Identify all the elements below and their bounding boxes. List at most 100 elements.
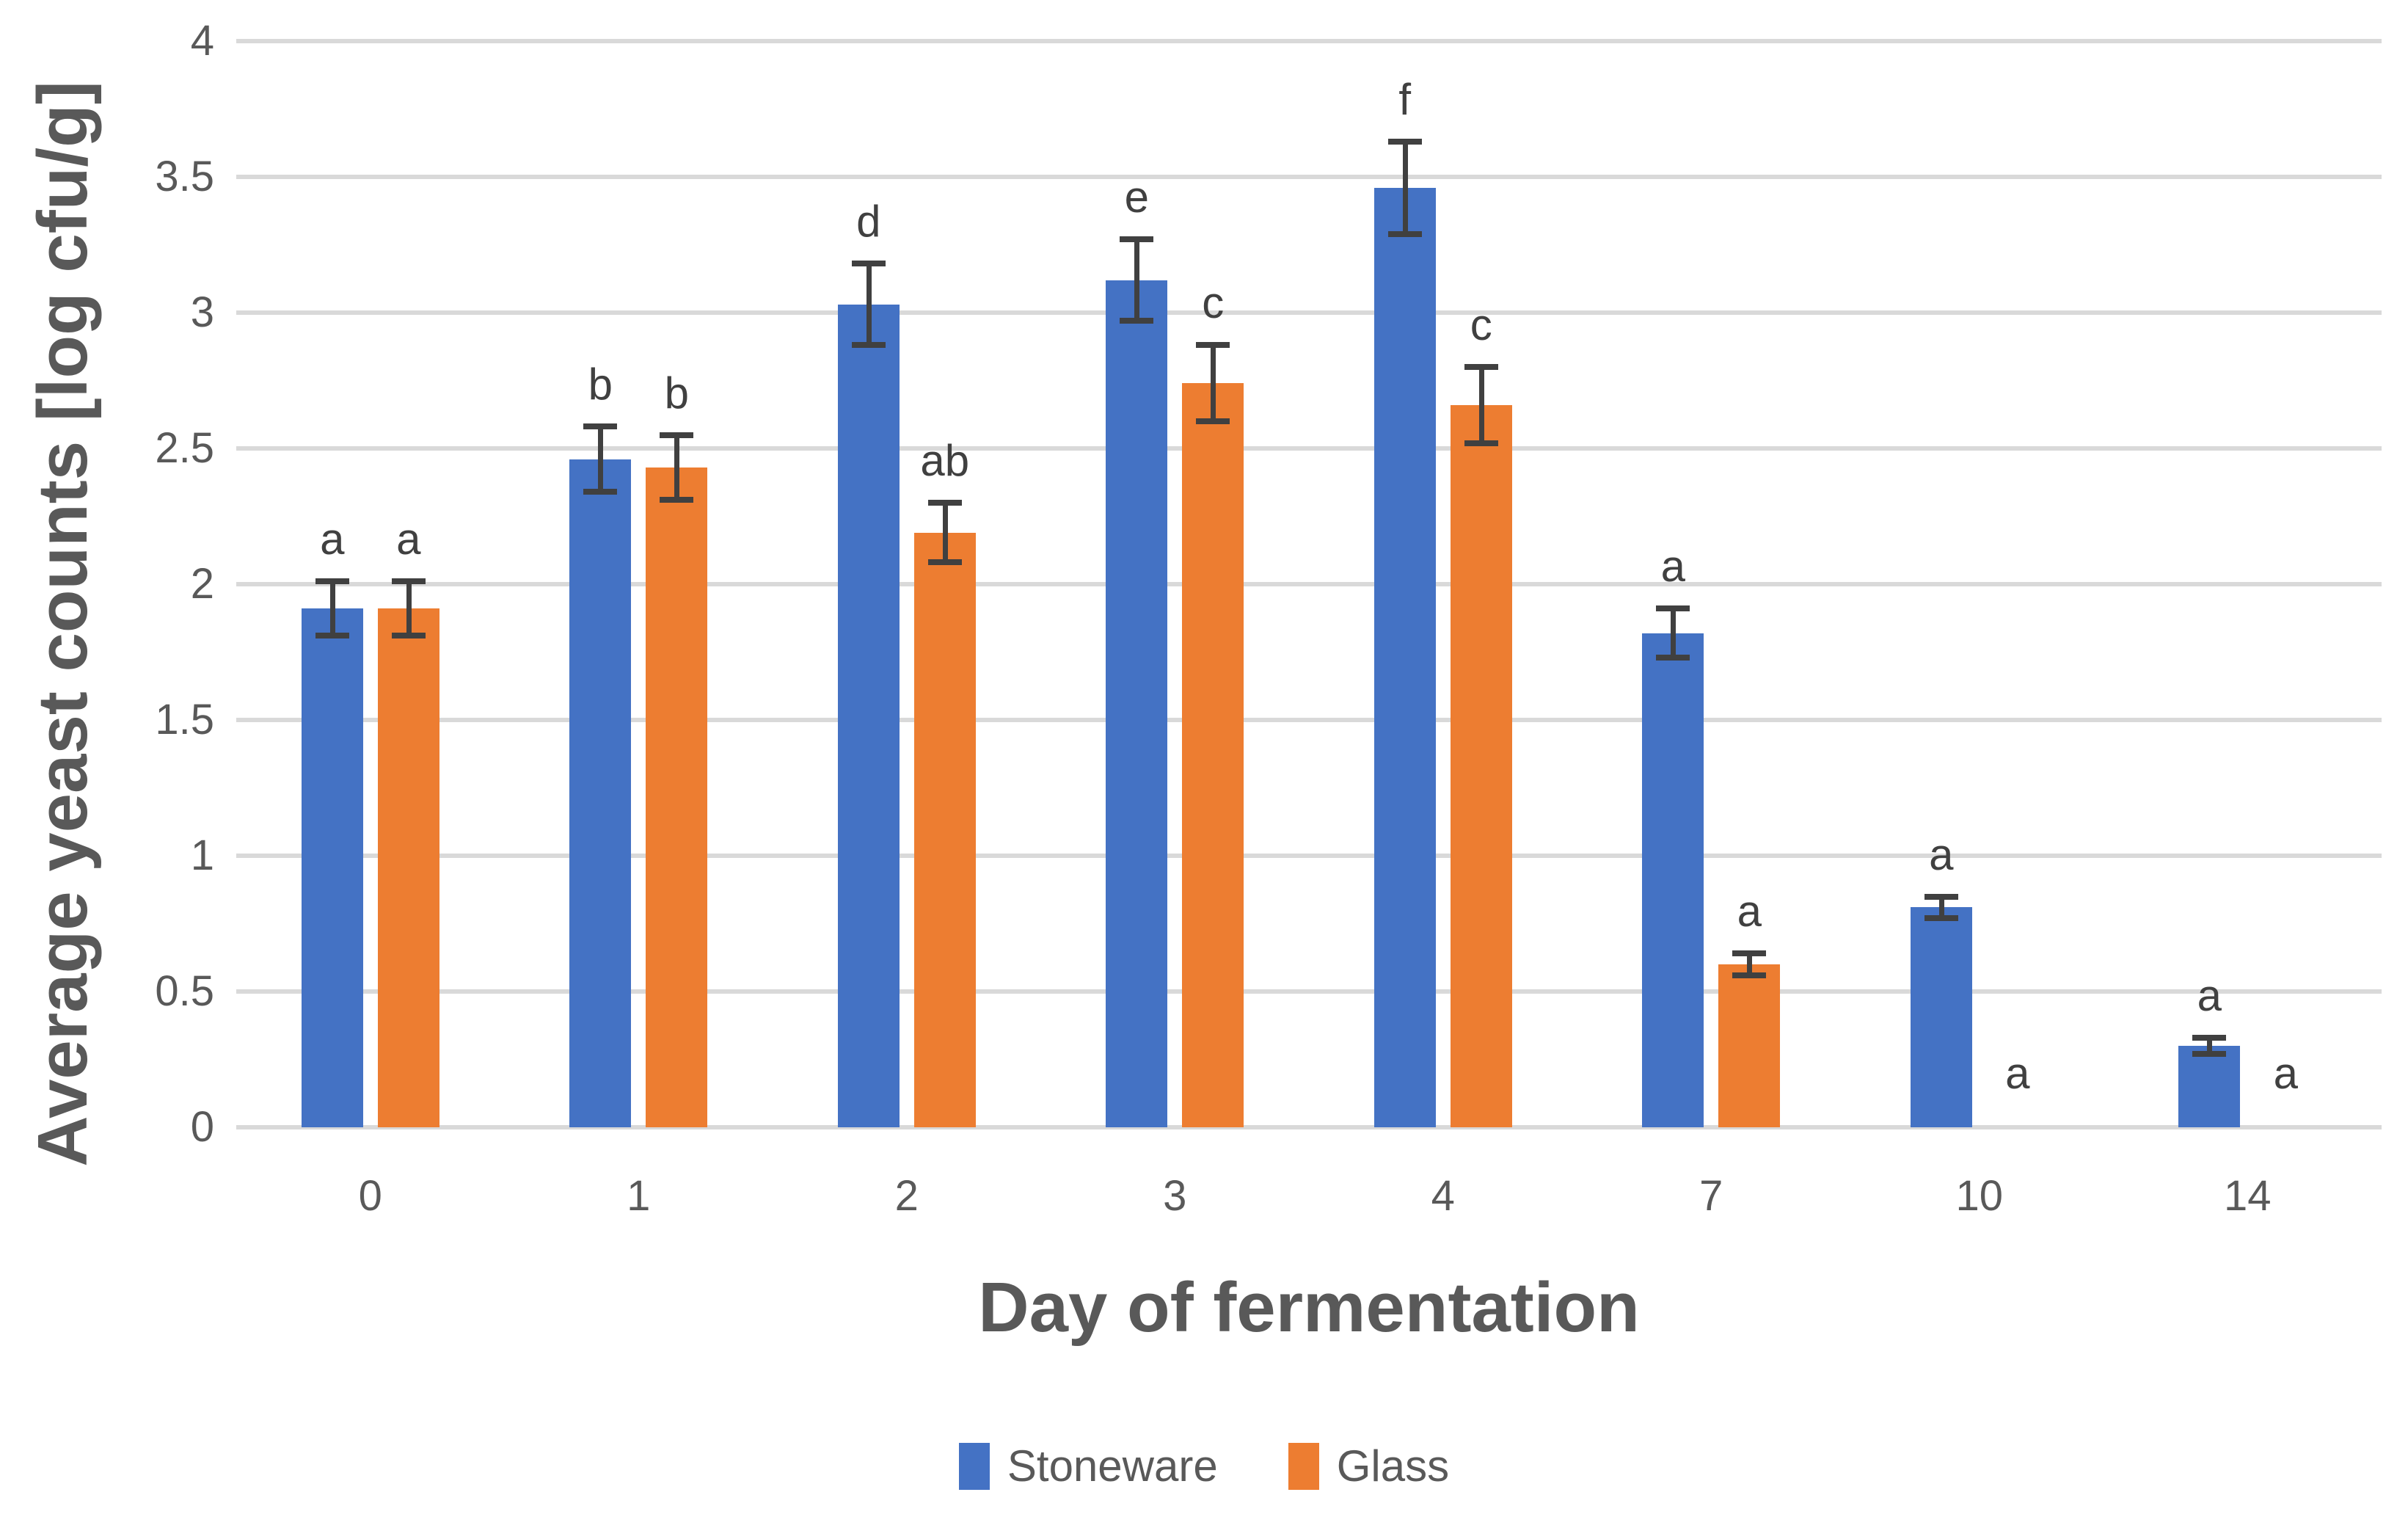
significance-letter: d bbox=[856, 197, 881, 247]
y-tick-label: 2 bbox=[190, 560, 214, 608]
legend-item-stoneware: Stoneware bbox=[958, 1440, 1218, 1493]
error-bar-line bbox=[1211, 345, 1216, 421]
error-bar-top-cap bbox=[927, 500, 962, 506]
error-bar-bottom-cap bbox=[2192, 1051, 2227, 1058]
y-tick-label: 0.5 bbox=[155, 967, 214, 1015]
significance-letter: a bbox=[1737, 887, 1762, 936]
significance-letter: a bbox=[2005, 1049, 2030, 1098]
significance-letter: b bbox=[588, 360, 613, 410]
bar-glass-day-3 bbox=[1182, 383, 1244, 1127]
error-bar-bottom-cap bbox=[1732, 972, 1767, 978]
legend-label-stoneware: Stoneware bbox=[1007, 1441, 1218, 1491]
error-bar-top-cap bbox=[1196, 342, 1230, 349]
gridline-4 bbox=[236, 39, 2382, 43]
significance-letter: ab bbox=[920, 436, 970, 485]
y-axis-title: Average yeast counts [log cfu/g] bbox=[23, 81, 102, 1167]
x-axis-title: Day of fermentation bbox=[978, 1268, 1640, 1347]
error-bar-top-cap bbox=[1732, 950, 1767, 957]
significance-letter: a bbox=[396, 514, 421, 564]
gridline-1 bbox=[236, 854, 2382, 858]
significance-letter: a bbox=[1660, 542, 1685, 592]
gridline-2.5 bbox=[236, 446, 2382, 451]
error-bar-bottom-cap bbox=[1464, 440, 1498, 446]
y-tick-label: 4 bbox=[190, 17, 214, 65]
error-bar-line bbox=[1134, 239, 1140, 321]
y-tick-label: 2.5 bbox=[155, 424, 214, 472]
bar-stoneware-day-2 bbox=[837, 304, 900, 1127]
error-bar-top-cap bbox=[583, 423, 618, 430]
gridline-2 bbox=[236, 582, 2382, 586]
significance-letter: a bbox=[2273, 1049, 2298, 1098]
bar-stoneware-day-0 bbox=[301, 608, 363, 1127]
legend-item-glass: Glass bbox=[1288, 1440, 1449, 1493]
error-bar-bottom-cap bbox=[1924, 915, 1958, 922]
y-tick-label: 3.5 bbox=[155, 153, 214, 200]
error-bar-top-cap bbox=[1387, 138, 1422, 145]
error-bar-line bbox=[1402, 141, 1408, 234]
bar-glass-day-0 bbox=[377, 608, 439, 1127]
significance-letter: e bbox=[1124, 172, 1149, 222]
error-bar-top-cap bbox=[851, 261, 886, 267]
error-bar-top-cap bbox=[1656, 605, 1690, 612]
gridline-0 bbox=[236, 1125, 2382, 1129]
bar-stoneware-day-4 bbox=[1373, 187, 1436, 1127]
bar-glass-day-2 bbox=[913, 532, 976, 1127]
error-bar-top-cap bbox=[1120, 236, 1154, 243]
error-bar-top-cap bbox=[391, 578, 426, 585]
y-tick-label: 3 bbox=[190, 288, 214, 336]
error-bar-top-cap bbox=[2192, 1034, 2227, 1041]
legend: Stoneware Glass bbox=[0, 1440, 2408, 1493]
error-bar-bottom-cap bbox=[1196, 418, 1230, 424]
error-bar-bottom-cap bbox=[583, 489, 618, 495]
error-bar-line bbox=[1671, 608, 1677, 658]
bar-glass-day-4 bbox=[1450, 404, 1512, 1127]
error-bar-top-cap bbox=[315, 578, 349, 585]
error-bar-bottom-cap bbox=[927, 559, 962, 566]
error-bar-top-cap bbox=[1464, 364, 1498, 370]
error-bar-bottom-cap bbox=[1387, 230, 1422, 237]
glass-swatch-icon bbox=[1288, 1443, 1319, 1490]
bar-stoneware-day-3 bbox=[1106, 280, 1168, 1127]
error-bar-bottom-cap bbox=[660, 497, 694, 503]
significance-letter: a bbox=[2197, 970, 2222, 1020]
error-bar-line bbox=[866, 263, 872, 346]
x-tick-label: 7 bbox=[1699, 1172, 1723, 1220]
error-bar-line bbox=[1478, 367, 1484, 443]
error-bar-line bbox=[598, 426, 604, 492]
bar-stoneware-day-14 bbox=[2178, 1046, 2241, 1127]
error-bar-line bbox=[1938, 896, 1944, 919]
significance-letter: c bbox=[1470, 300, 1492, 349]
significance-letter: b bbox=[664, 368, 689, 418]
error-bar-bottom-cap bbox=[1656, 654, 1690, 661]
error-bar-bottom-cap bbox=[851, 342, 886, 349]
stoneware-swatch-icon bbox=[958, 1443, 990, 1490]
significance-letter: a bbox=[1929, 829, 1954, 879]
error-bar-line bbox=[2207, 1037, 2213, 1055]
significance-letter: f bbox=[1398, 74, 1412, 124]
x-tick-label: 3 bbox=[1163, 1172, 1187, 1220]
gridline-3.5 bbox=[236, 175, 2382, 179]
error-bar-top-cap bbox=[660, 432, 694, 438]
gridline-0.5 bbox=[236, 989, 2382, 994]
legend-label-glass: Glass bbox=[1336, 1441, 1450, 1491]
error-bar-line bbox=[674, 434, 680, 501]
error-bar-line bbox=[406, 581, 412, 636]
bar-glass-day-7 bbox=[1718, 964, 1781, 1127]
x-tick-label: 0 bbox=[358, 1172, 382, 1220]
y-tick-label: 1 bbox=[190, 832, 214, 879]
error-bar-bottom-cap bbox=[315, 633, 349, 639]
x-tick-label: 14 bbox=[2223, 1172, 2272, 1220]
error-bar-line bbox=[329, 581, 335, 636]
error-bar-line bbox=[942, 503, 948, 563]
x-tick-label: 4 bbox=[1431, 1172, 1455, 1220]
bar-stoneware-day-7 bbox=[1642, 633, 1704, 1127]
bar-stoneware-day-10 bbox=[1910, 907, 1972, 1127]
y-tick-label: 1.5 bbox=[155, 696, 214, 743]
gridline-1.5 bbox=[236, 718, 2382, 722]
y-tick-label: 0 bbox=[190, 1103, 214, 1151]
error-bar-top-cap bbox=[1924, 893, 1958, 900]
error-bar-line bbox=[1747, 953, 1753, 975]
error-bar-bottom-cap bbox=[391, 633, 426, 639]
bar-glass-day-1 bbox=[646, 467, 708, 1127]
